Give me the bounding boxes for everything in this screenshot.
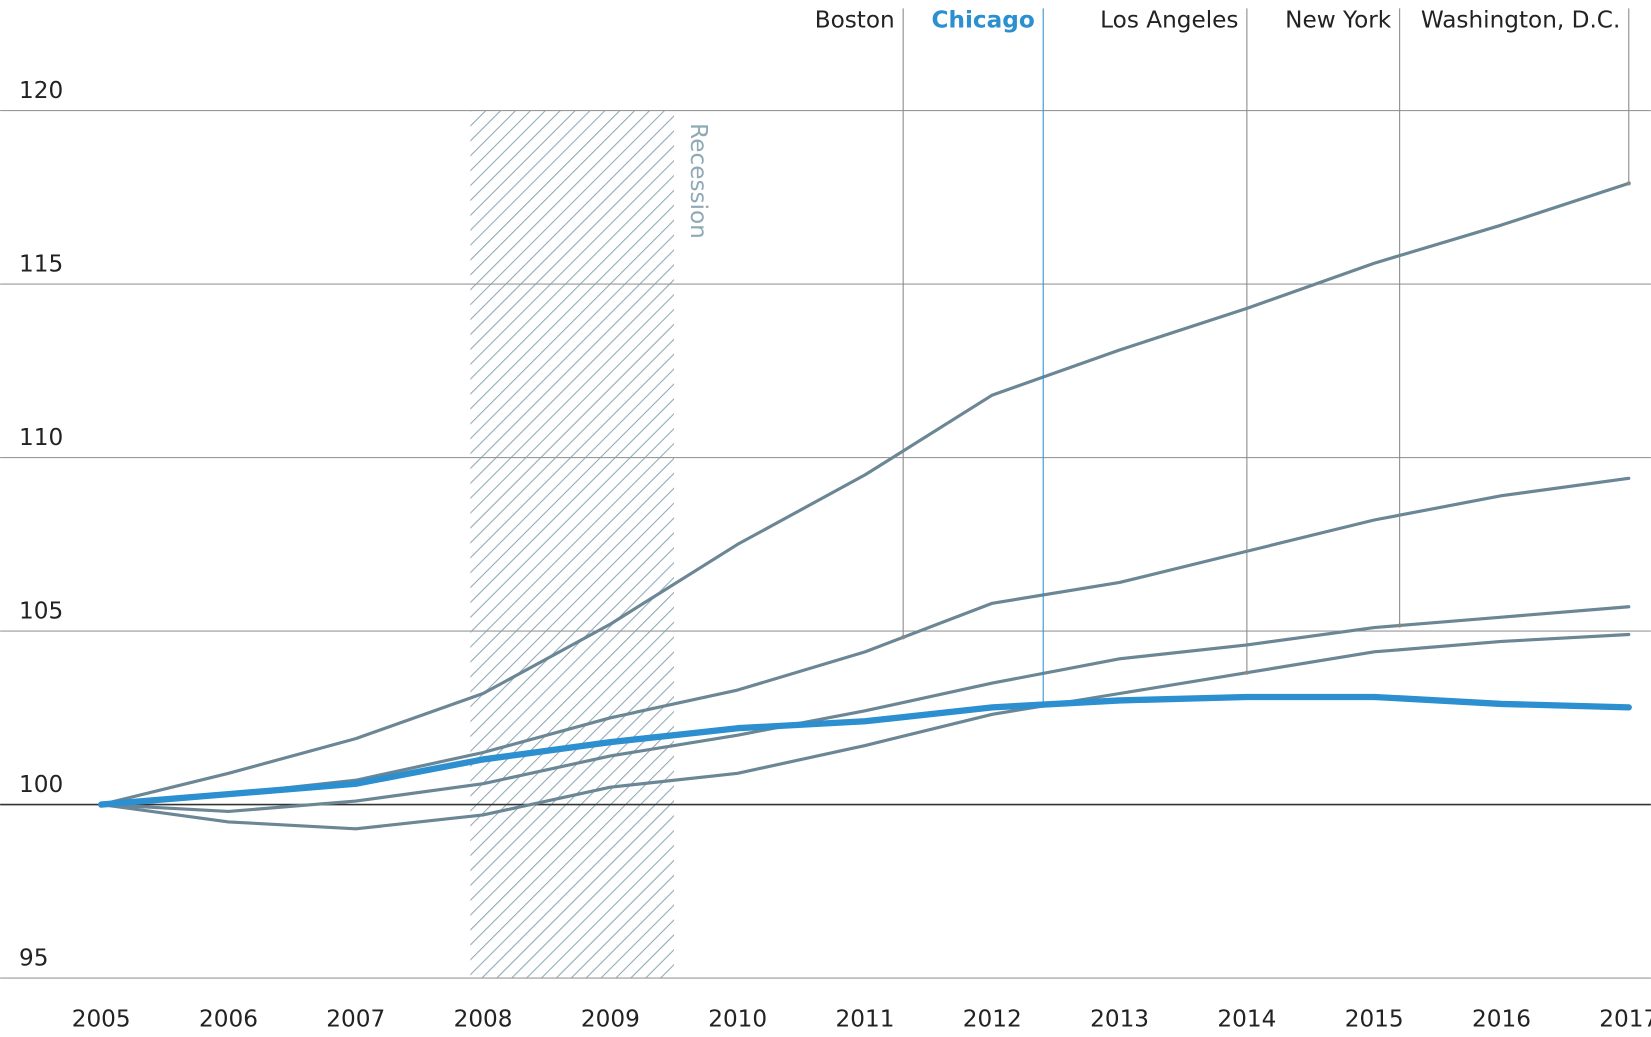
x-tick-label: 2014 [1217, 1006, 1276, 1032]
x-tick-label: 2016 [1472, 1006, 1531, 1032]
x-tick-label: 2009 [581, 1006, 640, 1032]
series-line [99, 476, 1631, 807]
series-line [99, 181, 1631, 807]
leader-dot [1626, 181, 1631, 186]
legend-label: Washington, D.C. [1421, 7, 1621, 33]
x-tick-label: 2013 [1090, 1006, 1149, 1032]
recession-label: Recession [685, 123, 711, 239]
series-line [98, 693, 1632, 808]
recession-band [470, 110, 675, 979]
series-line [99, 605, 1631, 814]
leader-dot [1244, 670, 1249, 675]
leader-dot [1397, 623, 1402, 628]
x-tick-label: 2017 [1599, 1006, 1651, 1032]
series-line [99, 632, 1631, 831]
x-tick-label: 2007 [326, 1006, 385, 1032]
x-tick-label: 2010 [708, 1006, 767, 1032]
legend-label: Boston [815, 7, 895, 33]
leader-dot [901, 635, 906, 640]
y-tick-label: 95 [19, 945, 48, 971]
y-tick-label: 115 [19, 251, 63, 277]
y-tick-label: 110 [19, 425, 63, 451]
leader-dot [1041, 702, 1046, 707]
x-tick-label: 2015 [1345, 1006, 1404, 1032]
y-tick-label: 120 [19, 78, 63, 104]
x-tick-label: 2008 [454, 1006, 513, 1032]
y-tick-label: 105 [19, 598, 63, 624]
x-tick-label: 2005 [72, 1006, 131, 1032]
legend-label: Los Angeles [1100, 7, 1238, 33]
legend-label: New York [1285, 7, 1392, 33]
x-tick-label: 2006 [199, 1006, 258, 1032]
y-tick-label: 100 [19, 772, 63, 798]
x-tick-label: 2011 [836, 1006, 895, 1032]
legend-label: Chicago [932, 7, 1035, 33]
x-tick-label: 2012 [963, 1006, 1022, 1032]
